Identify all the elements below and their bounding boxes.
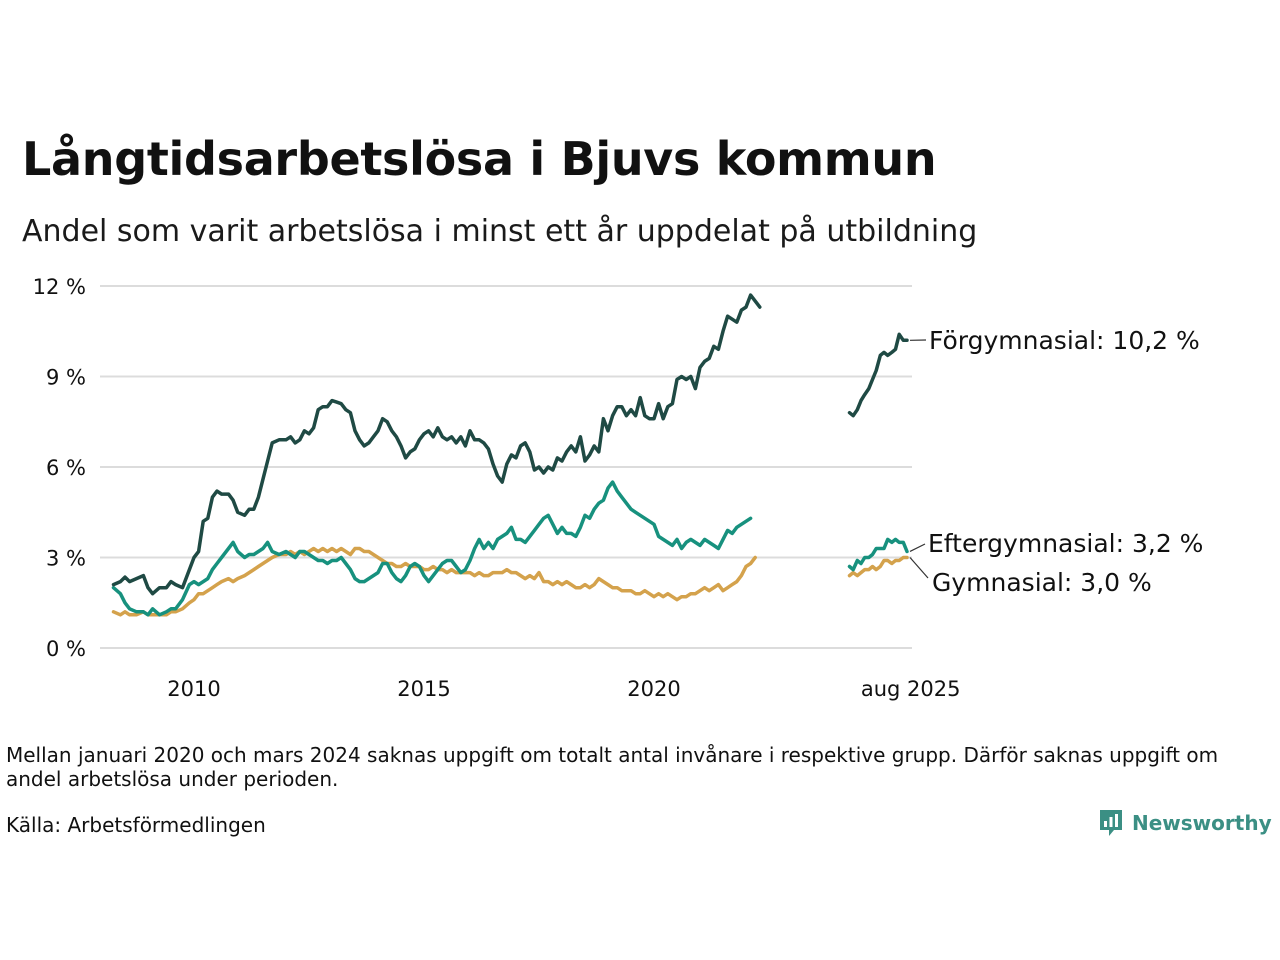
end-label-leader (909, 543, 926, 553)
y-axis-ticks: 0 % 3 % 6 % 9 % 12 % (33, 275, 86, 661)
y-tick-label: 12 % (33, 275, 86, 299)
series-line-eftergymnasial (111, 480, 753, 617)
end-label-leader (909, 557, 929, 579)
newsworthy-logo-text: Newsworthy (1132, 811, 1272, 835)
x-tick-label: 2010 (167, 677, 220, 701)
series-line-gymnasial-recent (847, 555, 909, 578)
newsworthy-logo-icon (1100, 810, 1122, 836)
y-tick-label: 9 % (46, 366, 86, 390)
series-line-eftergymnasial-recent (847, 537, 909, 572)
end-label: Eftergymnasial: 3,2 % (928, 529, 1203, 558)
newsworthy-logo[interactable]: Newsworthy (1098, 808, 1272, 838)
end-label: Förgymnasial: 10,2 % (929, 326, 1200, 355)
y-tick-label: 3 % (46, 547, 86, 571)
series-line-frgymnasial (111, 293, 762, 596)
series-lines (111, 293, 909, 617)
y-tick-label: 0 % (46, 637, 86, 661)
source-text: Källa: Arbetsförmedlingen (6, 813, 266, 837)
chart-title: Långtidsarbetslösa i Bjuvs kommun (22, 132, 937, 186)
x-tick-label: 2015 (397, 677, 450, 701)
end-labels: Förgymnasial: 10,2 % Eftergymnasial: 3,2 … (909, 326, 1203, 597)
x-tick-label: aug 2025 (861, 677, 961, 701)
series-line-gymnasial (111, 546, 757, 617)
x-axis-ticks: 2010 2015 2020 aug 2025 (167, 677, 960, 701)
chart-subtitle: Andel som varit arbetslösa i minst ett å… (22, 214, 978, 249)
chart-note: Mellan januari 2020 och mars 2024 saknas… (6, 743, 1219, 791)
y-tick-label: 6 % (46, 456, 86, 480)
end-label: Gymnasial: 3,0 % (932, 568, 1152, 597)
series-line-frgymnasial-recent (847, 332, 909, 418)
x-tick-label: 2020 (627, 677, 680, 701)
